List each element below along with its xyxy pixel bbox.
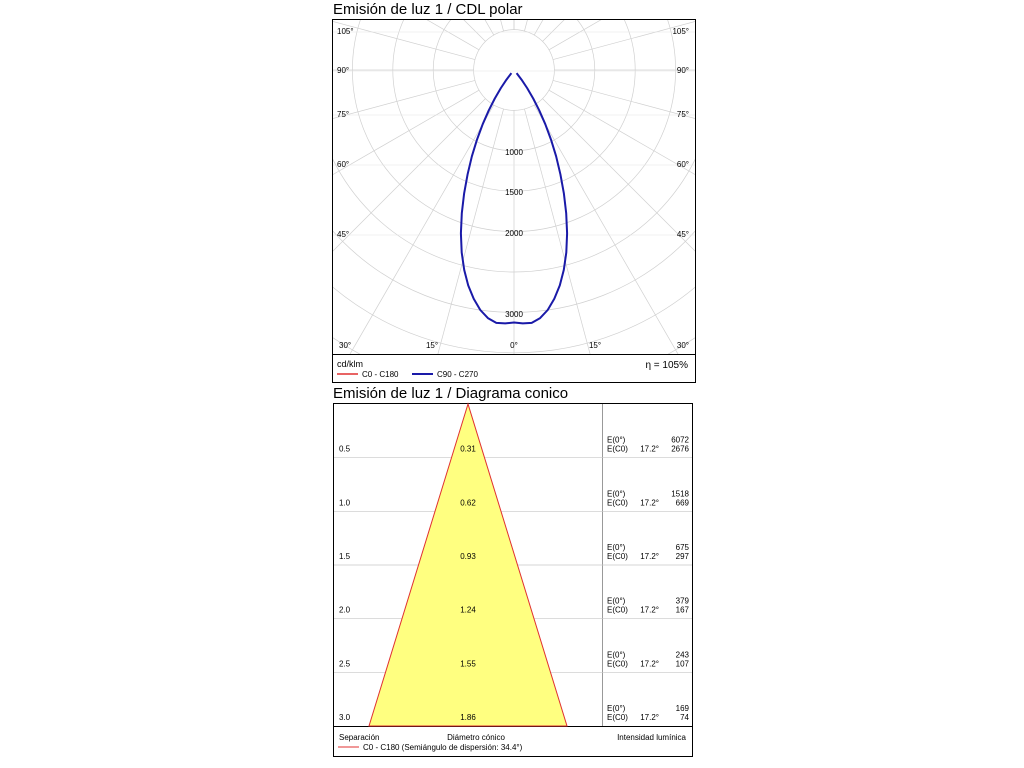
legend-c90-label: C90 - C270 <box>437 370 478 379</box>
cone-ec0-label: E(C0) <box>607 445 628 454</box>
polar-spoke <box>524 108 591 354</box>
polar-angle-label-left: 105° <box>337 27 354 36</box>
polar-spoke <box>552 80 695 119</box>
cone-separation-label: 0.5 <box>339 445 351 454</box>
cone-e0-label: E(0°) <box>607 543 626 552</box>
cone-ec0-value: 167 <box>676 606 690 615</box>
cone-ec0-label: E(C0) <box>607 659 628 668</box>
polar-unit: cd/klm <box>337 359 363 369</box>
cone-separation-label: 3.0 <box>339 713 351 722</box>
cone-e0-value: 1518 <box>671 489 689 498</box>
polar-spoke <box>349 104 495 354</box>
polar-spoke <box>333 98 486 252</box>
footer-diameter: Diámetro cónico <box>447 733 505 742</box>
polar-angle-label-bottom: 30° <box>339 341 351 350</box>
cone-shape <box>368 402 568 727</box>
cone-angle-label: 17.2° <box>640 498 659 507</box>
polar-radial-tick-label: 1500 <box>505 188 523 197</box>
polar-angle-label-left: 90° <box>337 66 349 75</box>
cone-separation-label: 2.5 <box>339 659 351 668</box>
polar-radial-tick-label: 1000 <box>505 148 523 157</box>
cone-e0-label: E(0°) <box>607 650 626 659</box>
polar-spoke <box>548 89 695 175</box>
polar-spoke <box>333 80 476 119</box>
cone-ec0-label: E(C0) <box>607 498 628 507</box>
cone-e0-value: 6072 <box>671 436 689 445</box>
cone-angle-label: 17.2° <box>640 445 659 454</box>
cone-e0-label: E(0°) <box>607 436 626 445</box>
cone-e0-value: 243 <box>676 650 690 659</box>
cone-angle-label: 17.2° <box>640 659 659 668</box>
cone-ec0-value: 297 <box>676 552 690 561</box>
polar-spoke <box>437 108 504 354</box>
polar-angle-label-left: 75° <box>337 110 349 119</box>
cone-angle-label: 17.2° <box>640 713 659 722</box>
cone-ec0-value: 2676 <box>671 445 689 454</box>
cone-legend-label: C0 - C180 (Semiángulo de dispersión: 34.… <box>363 743 523 752</box>
cone-e0-value: 379 <box>676 597 690 606</box>
polar-angle-label-right: 60° <box>677 160 689 169</box>
cone-separation-label: 1.5 <box>339 552 351 561</box>
cone-ec0-value: 74 <box>680 713 689 722</box>
footer-separation: Separación <box>339 733 379 742</box>
polar-angle-label-bottom: 15° <box>426 341 438 350</box>
polar-title: Emisión de luz 1 / CDL polar <box>333 1 523 18</box>
polar-angle-label-bottom: 15° <box>589 341 601 350</box>
cone-diameter-label: 1.86 <box>460 713 476 722</box>
series-c90-c270-line <box>459 72 569 325</box>
cone-ec0-label: E(C0) <box>607 713 628 722</box>
polar-radial-tick-label: 3000 <box>505 310 523 319</box>
polar-angle-label-right: 105° <box>672 27 689 36</box>
cone-diameter-label: 0.62 <box>460 498 476 507</box>
cone-ec0-label: E(C0) <box>607 606 628 615</box>
legend-c0-label: C0 - C180 <box>362 370 399 379</box>
polar-angle-label-right: 45° <box>677 230 689 239</box>
polar-angle-label-bottom: 30° <box>677 341 689 350</box>
polar-spoke <box>552 21 695 60</box>
cone-title: Emisión de luz 1 / Diagrama conico <box>333 385 569 402</box>
cone-e0-value: 675 <box>676 543 690 552</box>
polar-spoke <box>542 98 695 252</box>
polar-angle-label-left: 60° <box>337 160 349 169</box>
cone-e0-label: E(0°) <box>607 597 626 606</box>
polar-radial-tick-label: 2000 <box>505 229 523 238</box>
polar-angle-label-left: 45° <box>337 230 349 239</box>
cone-ec0-value: 107 <box>676 659 690 668</box>
polar-spoke <box>333 21 476 60</box>
cone-separation-label: 1.0 <box>339 498 351 507</box>
cone-diameter-label: 0.93 <box>460 552 476 561</box>
cone-diameter-label: 1.24 <box>460 606 476 615</box>
cone-separation-label: 2.0 <box>339 606 351 615</box>
cone-e0-label: E(0°) <box>607 489 626 498</box>
cone-angle-label: 17.2° <box>640 552 659 561</box>
cone-ec0-value: 669 <box>676 498 690 507</box>
polar-angle-label-right: 75° <box>677 110 689 119</box>
polar-spoke <box>333 89 480 175</box>
cone-diameter-label: 0.31 <box>460 445 476 454</box>
polar-angle-label-right: 90° <box>677 66 689 75</box>
polar-angle-label-bottom: 0° <box>510 341 518 350</box>
efficiency-label: η = 105% <box>645 360 688 371</box>
cone-angle-label: 17.2° <box>640 606 659 615</box>
cone-diameter-label: 1.55 <box>460 659 476 668</box>
cone-e0-value: 169 <box>676 704 690 713</box>
cone-e0-label: E(0°) <box>607 704 626 713</box>
cone-ec0-label: E(C0) <box>607 552 628 561</box>
footer-intensity: Intensidad lumínica <box>617 733 686 742</box>
polar-spoke <box>533 104 679 354</box>
polar-chart: 1000 1500 2000 3000 105° 90° 75° 60° 45° 105° 90° 7… <box>332 19 696 383</box>
